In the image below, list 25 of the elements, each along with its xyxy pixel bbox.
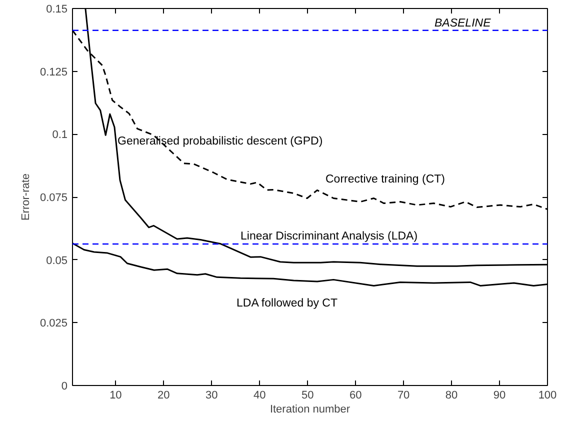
x-tick-label: 90 — [493, 390, 506, 402]
x-tick-label: 80 — [445, 390, 458, 402]
y-tick-label: 0.1 — [52, 129, 68, 142]
x-tick-label: 30 — [206, 390, 218, 402]
y-tick-label: 0.125 — [40, 66, 68, 78]
x-tick-label: 70 — [397, 390, 410, 402]
y-tick-label: 0.05 — [46, 254, 68, 267]
x-tick-label: 100 — [538, 390, 557, 402]
ref-line-label: BASELINE — [434, 18, 492, 30]
y-tick-label: 0.075 — [40, 192, 68, 204]
x-tick-label: 20 — [158, 390, 170, 402]
x-tick-label: 50 — [301, 390, 314, 402]
y-tick-label: 0.025 — [40, 318, 68, 330]
ref-line-label: Linear Discriminant Analysis (LDA) — [240, 230, 418, 242]
line-series — [72, 242, 548, 286]
x-axis-title: Iteration number — [270, 404, 350, 416]
x-tick-label: 60 — [349, 390, 362, 402]
x-tick-label: 10 — [110, 390, 122, 402]
series-label: Generalised probabilistic descent (GPD) — [118, 136, 323, 148]
series-label: Corrective training (CT) — [326, 174, 446, 186]
x-tick-label: 40 — [254, 390, 266, 402]
y-tick-label: 0 — [61, 380, 68, 392]
y-axis-title: Error-rate — [20, 173, 32, 221]
y-tick-label: 0.15 — [46, 4, 68, 16]
series-label: LDA followed by CT — [236, 298, 338, 310]
